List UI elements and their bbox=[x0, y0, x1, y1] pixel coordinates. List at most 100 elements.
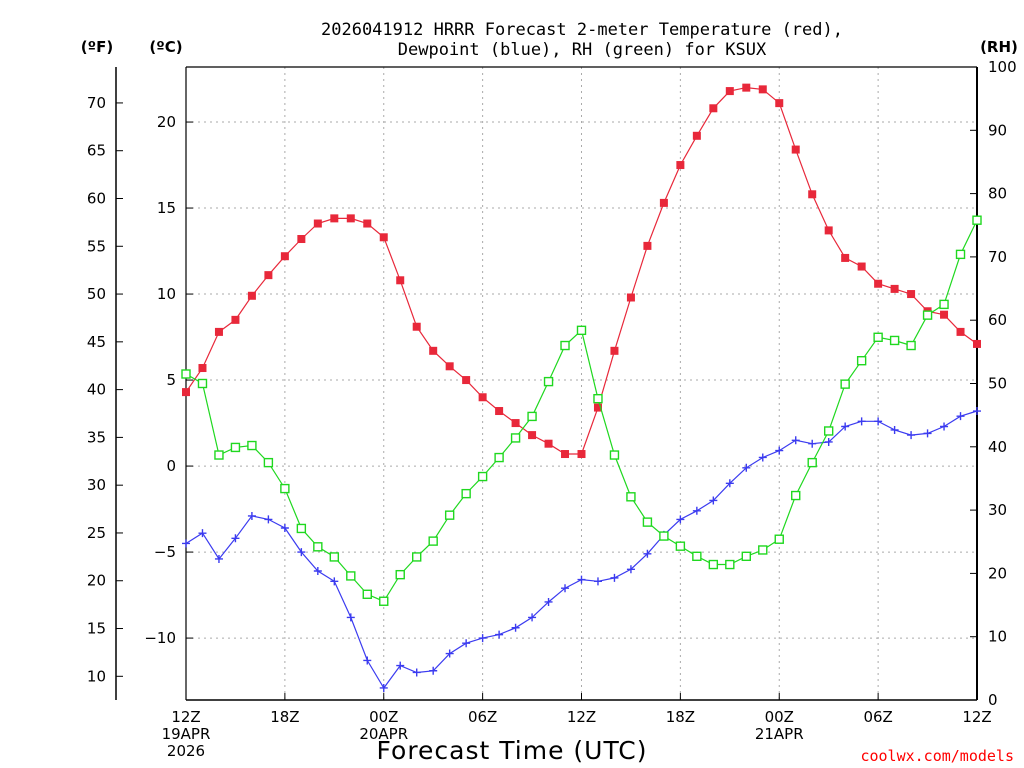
2-meter-temperature-point bbox=[346, 214, 355, 223]
rh-point bbox=[444, 510, 455, 520]
fahrenheit-tick-label: 65 bbox=[87, 142, 106, 160]
dewpoint-point bbox=[676, 515, 685, 524]
dewpoint-point bbox=[841, 422, 850, 431]
2-meter-temperature-point bbox=[824, 226, 833, 235]
dewpoint-point bbox=[643, 549, 652, 558]
rh-point bbox=[230, 442, 241, 453]
2-meter-temperature-point bbox=[857, 262, 866, 271]
2-meter-temperature-point bbox=[808, 190, 817, 199]
fahrenheit-unit-label: (ºF) bbox=[81, 38, 113, 56]
rh-tick-label: 60 bbox=[988, 311, 1007, 329]
2-meter-temperature-point bbox=[363, 219, 372, 228]
dewpoint-point bbox=[593, 577, 602, 586]
rh-point bbox=[593, 393, 603, 404]
data-series bbox=[181, 83, 982, 692]
celsius-tick-label: 5 bbox=[166, 371, 176, 389]
rh-point bbox=[181, 369, 191, 379]
2-meter-temperature-point bbox=[396, 276, 405, 285]
fahrenheit-tick-label: 50 bbox=[87, 285, 106, 303]
dewpoint-point bbox=[379, 683, 388, 692]
celsius-tick-label: 20 bbox=[157, 113, 176, 131]
2-meter-temperature-point bbox=[478, 393, 487, 402]
rh-tick-label: 50 bbox=[988, 375, 1007, 393]
2-meter-temperature-point bbox=[412, 322, 421, 331]
fahrenheit-tick-label: 15 bbox=[87, 620, 106, 638]
rh-point bbox=[527, 411, 537, 422]
2-meter-temperature-point bbox=[544, 439, 553, 448]
x-tick-label: 21APR bbox=[755, 725, 804, 743]
dewpoint-point bbox=[429, 666, 438, 675]
dewpoint-point bbox=[528, 613, 537, 622]
dewpoint-point bbox=[330, 577, 339, 586]
axes bbox=[185, 66, 978, 701]
2-meter-temperature-point bbox=[264, 271, 273, 280]
dewpoint-point bbox=[692, 506, 701, 515]
rh-point bbox=[922, 310, 933, 320]
rh-point bbox=[428, 536, 438, 546]
dewpoint-point bbox=[495, 630, 504, 639]
2-meter-temperature-point bbox=[626, 293, 635, 302]
fahrenheit-tick-label: 30 bbox=[87, 476, 106, 494]
rh-tick-label: 40 bbox=[988, 438, 1007, 456]
rh-point bbox=[807, 457, 817, 468]
2-meter-temperature-point bbox=[742, 83, 751, 92]
rh-point bbox=[791, 490, 801, 501]
2-meter-temperature-point bbox=[956, 327, 965, 336]
2-meter-temperature-point bbox=[561, 450, 570, 459]
celsius-unit-label: (ºC) bbox=[149, 38, 182, 56]
celsius-tick-label: 0 bbox=[166, 457, 176, 475]
2-meter-temperature-point bbox=[709, 104, 718, 113]
rh-point bbox=[774, 534, 784, 544]
2-meter-temperature-series bbox=[182, 83, 981, 459]
rh-point bbox=[741, 551, 751, 562]
rh-point bbox=[609, 450, 620, 460]
rh-point bbox=[214, 450, 224, 460]
dewpoint-point bbox=[478, 634, 487, 643]
2-meter-temperature-point bbox=[874, 279, 883, 288]
dewpoint-point bbox=[297, 548, 306, 557]
rh-point bbox=[692, 551, 702, 562]
2-meter-temperature-point bbox=[182, 388, 190, 397]
dewpoint-point bbox=[742, 463, 751, 472]
2-meter-temperature-point bbox=[198, 364, 207, 373]
dewpoint-point bbox=[775, 446, 784, 455]
x-tick-label: 2026 bbox=[167, 742, 205, 760]
rh-point bbox=[856, 356, 867, 366]
rh-series bbox=[181, 215, 982, 606]
dewpoint-point bbox=[709, 496, 718, 505]
rh-point bbox=[510, 433, 521, 443]
x-tick-label: 00Z bbox=[765, 708, 794, 726]
2-meter-temperature-point bbox=[297, 235, 306, 244]
dewpoint-point bbox=[758, 453, 767, 462]
fahrenheit-tick-label: 60 bbox=[87, 189, 106, 207]
fahrenheit-axis: 10 15 20 25 30 35 40 45 50 55 60 65 70 bbox=[87, 67, 123, 700]
dewpoint-point bbox=[973, 407, 981, 416]
dewpoint-point bbox=[396, 661, 405, 670]
2-meter-temperature-point bbox=[577, 450, 586, 459]
2-meter-temperature-point bbox=[610, 346, 619, 355]
rh-point bbox=[395, 569, 405, 580]
dewpoint-point bbox=[511, 623, 520, 632]
2-meter-temperature-point bbox=[495, 407, 504, 416]
dewpoint-point bbox=[412, 668, 421, 677]
x-tick-label: 18Z bbox=[666, 708, 695, 726]
2-meter-temperature-point bbox=[462, 376, 471, 385]
fahrenheit-tick-label: 20 bbox=[87, 572, 106, 590]
rh-tick-label: 10 bbox=[988, 628, 1007, 646]
2-meter-temperature-point bbox=[775, 99, 784, 108]
x-tick-label: 06Z bbox=[863, 708, 892, 726]
2-meter-temperature-point bbox=[247, 291, 256, 300]
rh-point bbox=[296, 523, 307, 534]
2-meter-temperature-line bbox=[185, 86, 978, 455]
dewpoint-point bbox=[857, 417, 866, 426]
x-tick-label: 12Z bbox=[567, 708, 596, 726]
rh-point bbox=[461, 488, 471, 499]
dewpoint-point bbox=[808, 439, 817, 448]
2-meter-temperature-point bbox=[593, 403, 602, 412]
fahrenheit-tick-label: 25 bbox=[87, 524, 106, 542]
dewpoint-point bbox=[462, 639, 471, 648]
2-meter-temperature-point bbox=[231, 315, 240, 324]
rh-point bbox=[889, 335, 900, 346]
rh-point bbox=[560, 340, 570, 351]
